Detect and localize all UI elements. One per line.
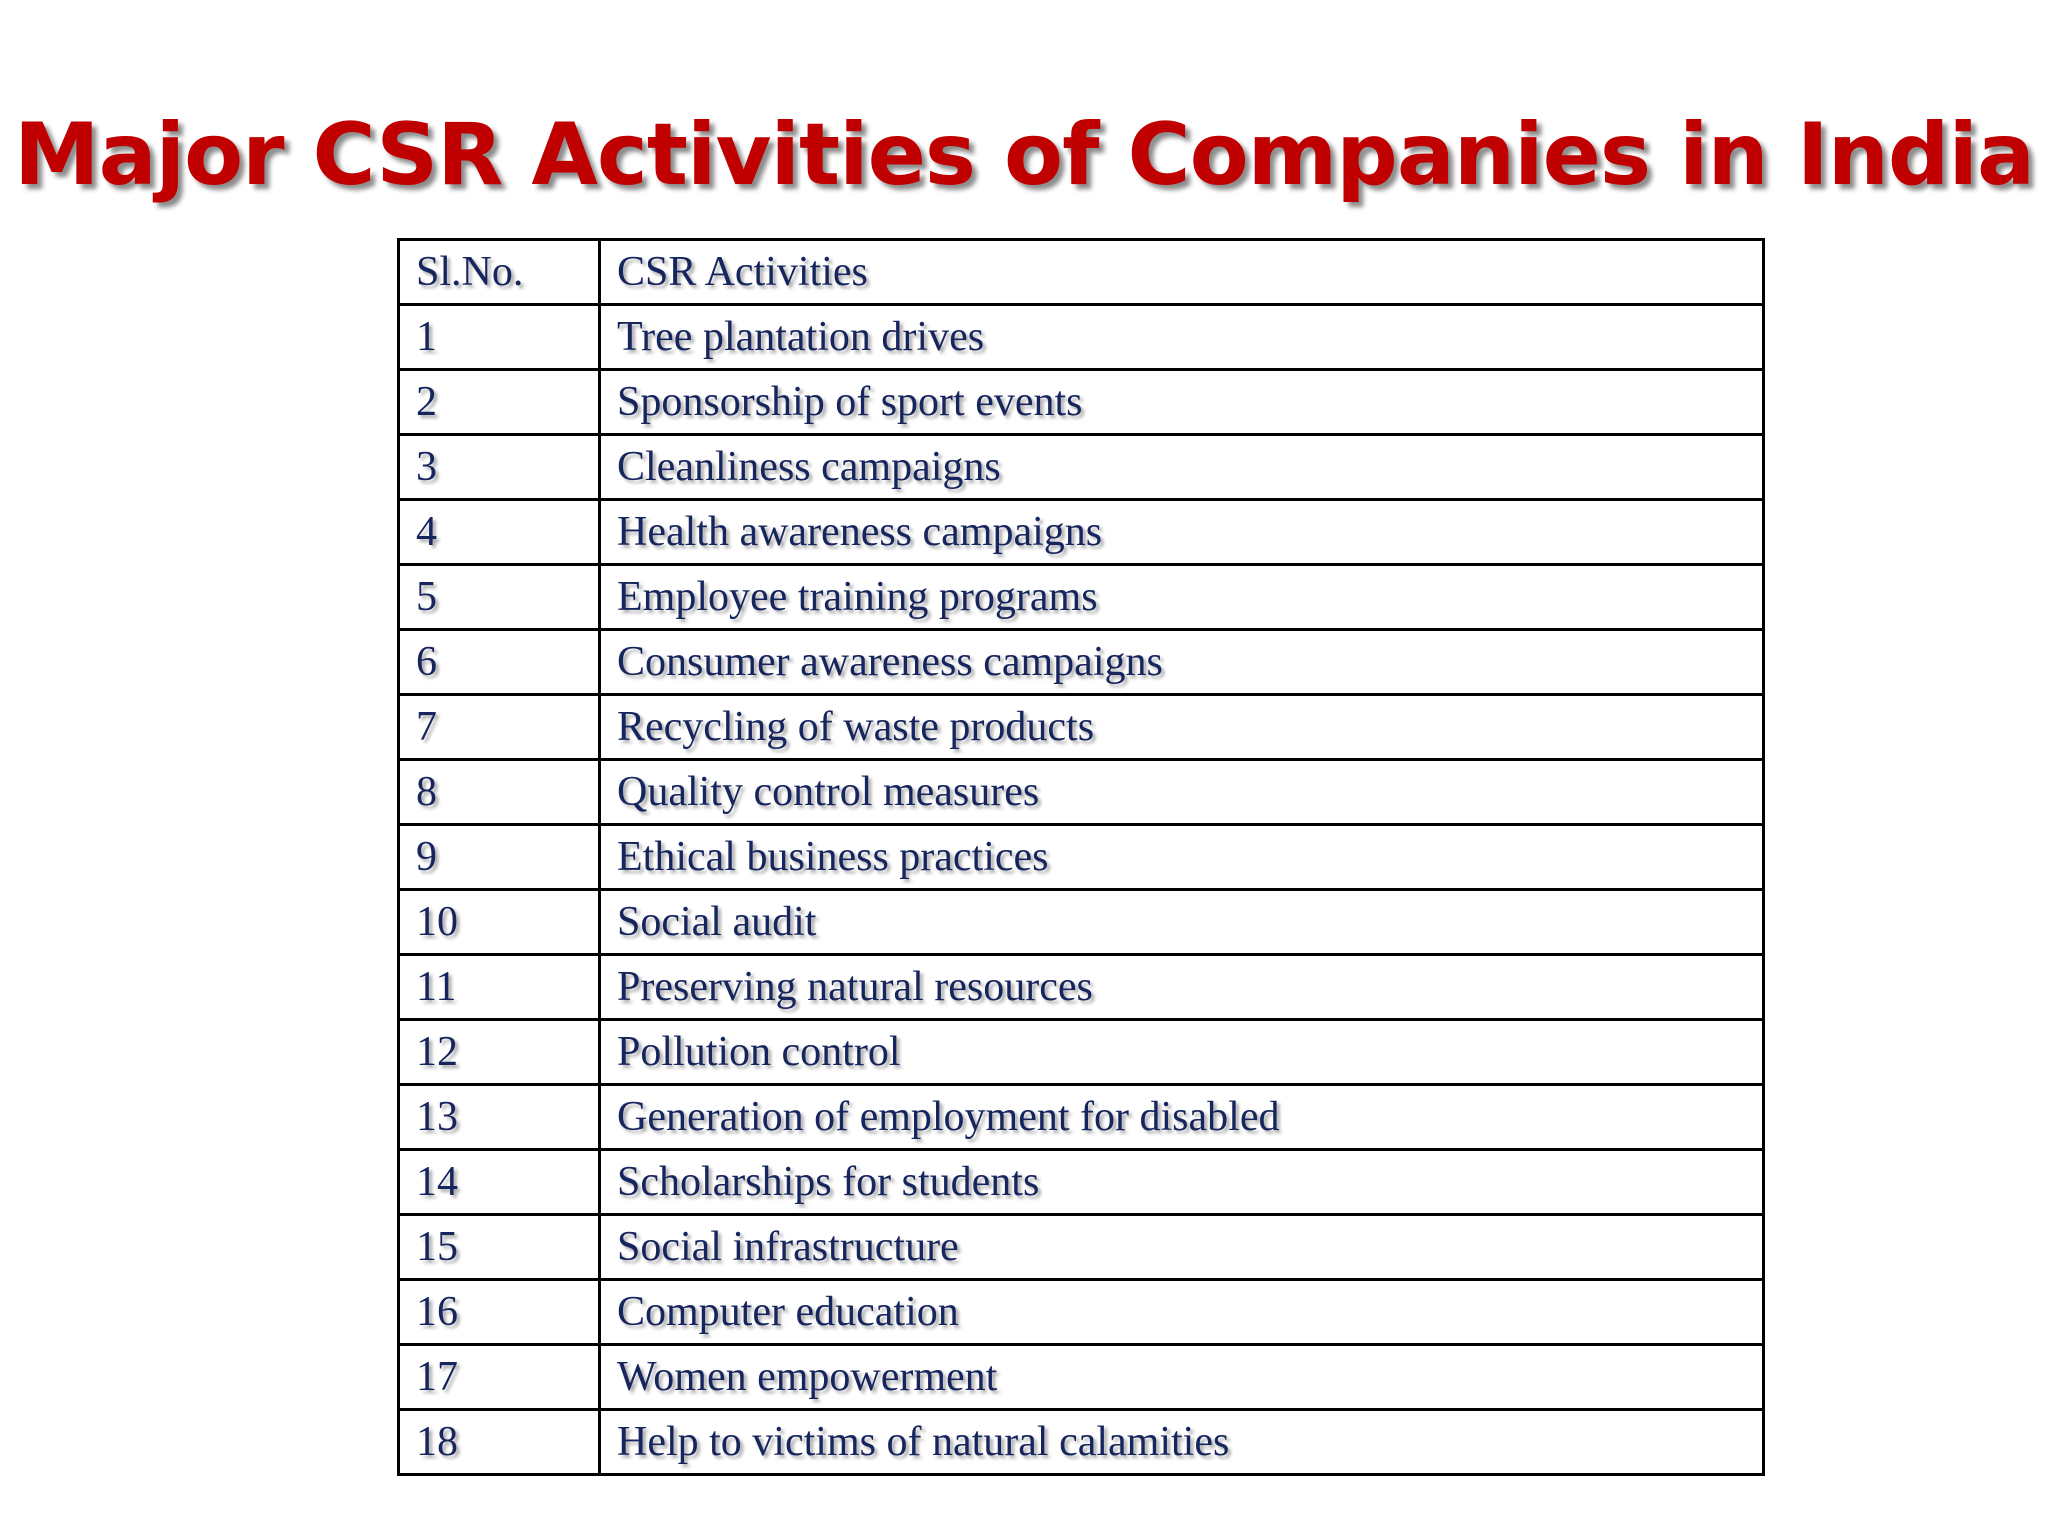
table-row: 1 Tree plantation drives [397, 303, 1765, 371]
table-row: 16 Computer education [397, 1278, 1765, 1346]
header-csr-activities: CSR Activities [598, 238, 1765, 306]
table-row: 9 Ethical business practices [397, 823, 1765, 891]
row-activity: Preserving natural resources [598, 953, 1765, 1021]
table-row: 15 Social infrastructure [397, 1213, 1765, 1281]
row-activity: Computer education [598, 1278, 1765, 1346]
row-activity: Recycling of waste products [598, 693, 1765, 761]
table-row: 14 Scholarships for students [397, 1148, 1765, 1216]
row-activity: Scholarships for students [598, 1148, 1765, 1216]
row-activity: Ethical business practices [598, 823, 1765, 891]
row-activity: Cleanliness campaigns [598, 433, 1765, 501]
row-activity: Generation of employment for disabled [598, 1083, 1765, 1151]
header-sl-no: Sl.No. [397, 238, 601, 306]
row-number: 14 [397, 1148, 601, 1216]
row-activity: Employee training programs [598, 563, 1765, 631]
table-row: 17 Women empowerment [397, 1343, 1765, 1411]
table-row: 18 Help to victims of natural calamities [397, 1408, 1765, 1476]
row-activity: Women empowerment [598, 1343, 1765, 1411]
row-activity: Social audit [598, 888, 1765, 956]
csr-activities-table: Sl.No. CSR Activities 1 Tree plantation d… [397, 238, 1765, 1476]
row-activity: Quality control measures [598, 758, 1765, 826]
slide-title: Major CSR Activities of Companies in Ind… [14, 105, 2035, 205]
row-activity: Sponsorship of sport events [598, 368, 1765, 436]
table-header-row: Sl.No. CSR Activities [397, 238, 1765, 306]
table-row: 4 Health awareness campaigns [397, 498, 1765, 566]
row-number: 8 [397, 758, 601, 826]
row-number: 15 [397, 1213, 601, 1281]
row-number: 18 [397, 1408, 601, 1476]
row-number: 5 [397, 563, 601, 631]
table-row: 13 Generation of employment for disabled [397, 1083, 1765, 1151]
table-row: 2 Sponsorship of sport events [397, 368, 1765, 436]
table-row: 6 Consumer awareness campaigns [397, 628, 1765, 696]
row-number: 11 [397, 953, 601, 1021]
row-number: 2 [397, 368, 601, 436]
row-number: 7 [397, 693, 601, 761]
row-number: 9 [397, 823, 601, 891]
table-row: 11 Preserving natural resources [397, 953, 1765, 1021]
table-row: 7 Recycling of waste products [397, 693, 1765, 761]
row-number: 3 [397, 433, 601, 501]
row-number: 6 [397, 628, 601, 696]
table-row: 8 Quality control measures [397, 758, 1765, 826]
row-activity: Tree plantation drives [598, 303, 1765, 371]
row-number: 13 [397, 1083, 601, 1151]
table-row: 12 Pollution control [397, 1018, 1765, 1086]
row-activity: Pollution control [598, 1018, 1765, 1086]
row-number: 12 [397, 1018, 601, 1086]
row-activity: Health awareness campaigns [598, 498, 1765, 566]
row-number: 1 [397, 303, 601, 371]
table-row: 10 Social audit [397, 888, 1765, 956]
row-activity: Consumer awareness campaigns [598, 628, 1765, 696]
table-row: 5 Employee training programs [397, 563, 1765, 631]
row-number: 16 [397, 1278, 601, 1346]
row-number: 10 [397, 888, 601, 956]
row-number: 17 [397, 1343, 601, 1411]
row-activity: Help to victims of natural calamities [598, 1408, 1765, 1476]
table-row: 3 Cleanliness campaigns [397, 433, 1765, 501]
row-number: 4 [397, 498, 601, 566]
row-activity: Social infrastructure [598, 1213, 1765, 1281]
